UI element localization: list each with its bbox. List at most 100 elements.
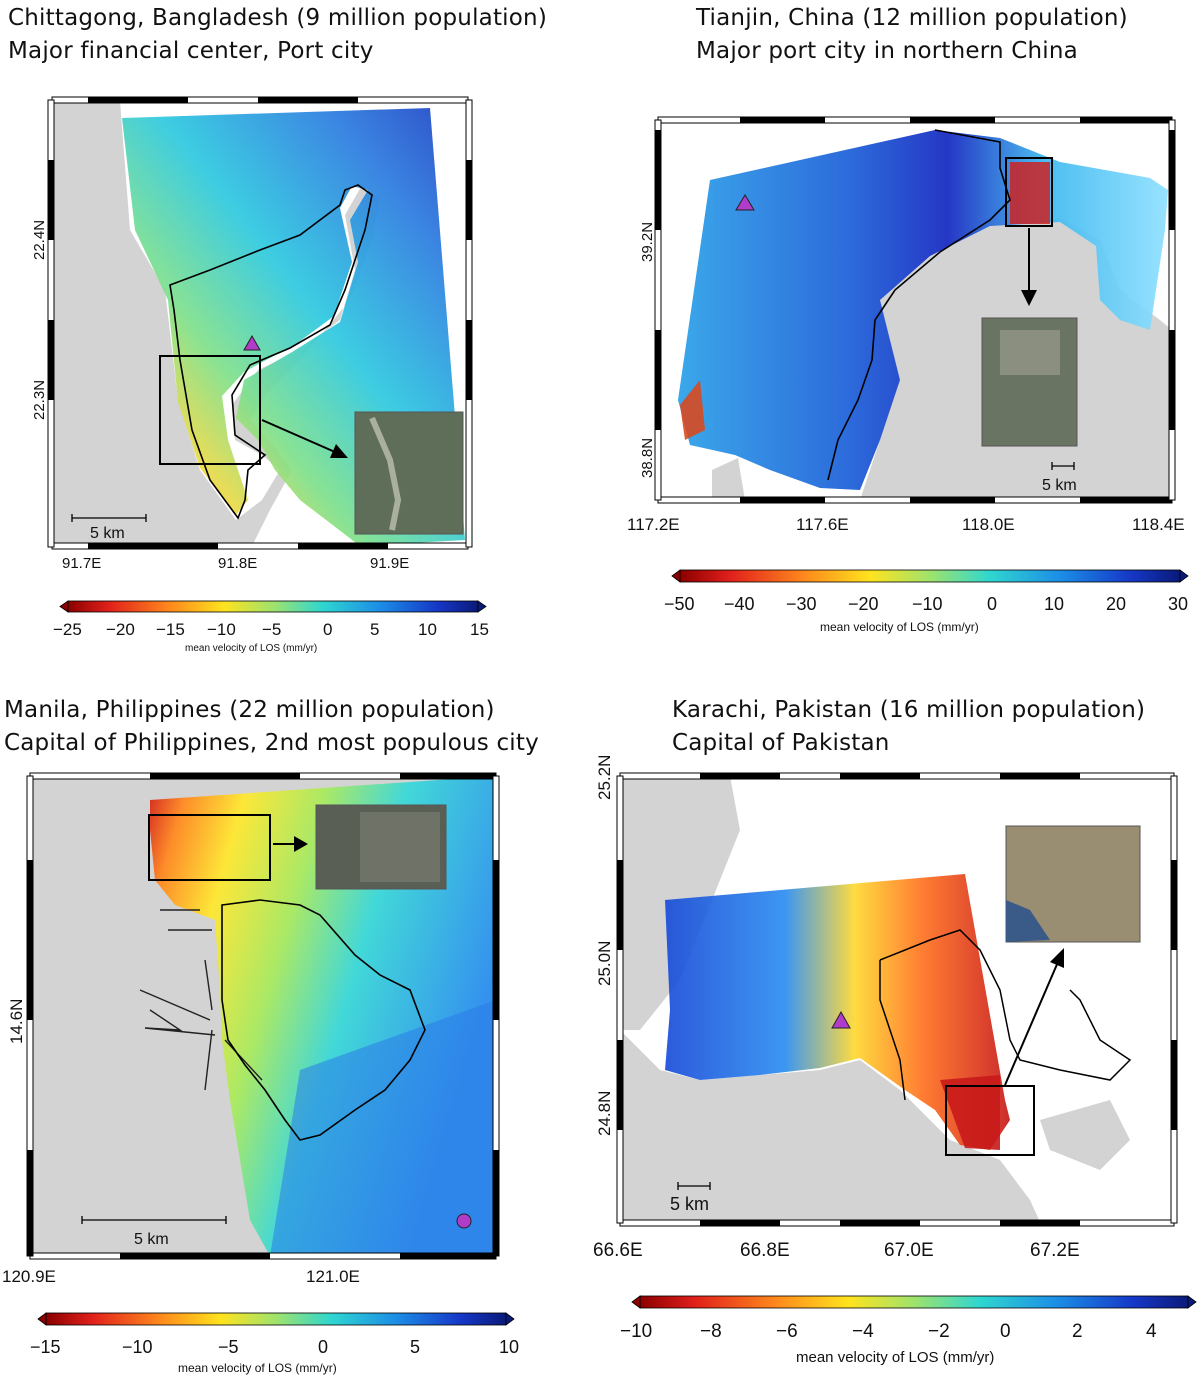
frame-tick-block [400, 1253, 496, 1259]
frame-tick-block [1080, 497, 1172, 503]
satellite-inset [1005, 825, 1141, 943]
satellite-inset [354, 411, 464, 535]
frame-tick-block [840, 1220, 920, 1226]
lon-label: 117.6E [796, 515, 849, 534]
frame-tick-block [700, 1220, 780, 1226]
colorbar-tick-label: −8 [700, 1321, 722, 1342]
inset-urban-area [360, 812, 440, 882]
subsidence-hotspot [680, 380, 705, 440]
sea-area [620, 1030, 1040, 1222]
colorbar-ticks: −25 −20 −15 −10 −5 0 5 10 15 [53, 620, 489, 639]
frame-tick-block [1169, 130, 1175, 230]
colorbar-tick-label: −50 [664, 594, 695, 614]
colorbar-tick-label: −20 [848, 594, 879, 614]
colorbar-tick-label: −10 [620, 1321, 652, 1342]
inset-sea [1006, 900, 1050, 942]
colorbar-tick-label: 0 [323, 620, 332, 639]
lon-label: 121.0E [306, 1267, 360, 1286]
subsidence-hotspot [940, 1075, 1000, 1150]
colorbar-ticks: −10 −8 −6 −4 −2 0 2 4 [620, 1321, 1157, 1342]
colorbar-ticks: −15 −10 −5 0 5 10 [30, 1337, 519, 1357]
city-boundary [169, 184, 373, 520]
lon-label: 67.2E [1030, 1240, 1080, 1261]
lat-label: 22.4N [31, 220, 48, 260]
colorbar-tick-label: 10 [499, 1337, 519, 1357]
colorbar-tick-label: −20 [106, 620, 135, 639]
lon-label: 91.8E [218, 555, 257, 572]
colorbar-tick-label: 10 [418, 620, 437, 639]
zoom-box [1005, 157, 1053, 227]
frame-border-left [616, 775, 624, 1224]
colorbar-min-arrow [671, 569, 681, 583]
karachi-title: Karachi, Pakistan (16 million population… [672, 694, 1145, 760]
lon-label: 66.8E [740, 1240, 790, 1261]
lon-label: 117.2E [627, 515, 680, 534]
colorbar-tick-label: −6 [776, 1321, 798, 1342]
arrow-head [294, 836, 308, 852]
subtitle-line: Major port city in northern China [696, 38, 1078, 64]
city-boundary [221, 899, 426, 1141]
frame-tick-block [48, 160, 54, 240]
manila-map: 5 km 14.6N 120.9E 121.0E −15 −10 −5 0 5 … [2, 772, 519, 1375]
colorbar-tick-label: −15 [30, 1337, 61, 1357]
colorbar-tick-label: −40 [724, 594, 755, 614]
city-boundary [827, 129, 1011, 481]
lat-label: 25.0N [595, 941, 614, 986]
colorbar-tick-label: 30 [1168, 594, 1188, 614]
colorbar-tick-label: 15 [470, 620, 489, 639]
title-line: Manila, Philippines (22 million populati… [4, 697, 495, 723]
reference-marker-circle [456, 1213, 472, 1229]
frame-tick-block [1000, 1220, 1080, 1226]
frame-border-left [654, 119, 662, 501]
frame-tick-block [466, 160, 472, 240]
reference-marker-triangle [735, 194, 755, 211]
colorbar-title: mean velocity of LOS (mm/yr) [178, 1361, 337, 1375]
frame-tick-block [840, 773, 920, 779]
colorbar [45, 1312, 507, 1326]
frame-tick-block [700, 773, 780, 779]
lon-label: 67.0E [884, 1240, 934, 1261]
frame-tick-block [27, 1150, 33, 1256]
zoom-box [159, 355, 261, 465]
subtitle-line: Capital of Pakistan [672, 730, 890, 756]
chittagong-map: 5 km 22.4N 22.3N 91.7E 91.8E 91.9E −25 −… [31, 96, 489, 654]
colorbar-tick-label: −5 [262, 620, 281, 639]
scale-bar-label: 5 km [90, 525, 125, 542]
frame-border-right [1168, 119, 1176, 501]
creek-area [1040, 1100, 1130, 1170]
frame-tick-block [88, 543, 218, 549]
subtitle-line: Major financial center, Port city [8, 38, 374, 64]
lat-label: 25.2N [595, 755, 614, 800]
colorbar [679, 569, 1181, 583]
lat-label: 14.6N [7, 999, 26, 1044]
frame-tick-block [400, 773, 496, 779]
frame-tick-block [493, 1150, 499, 1256]
colorbar [67, 600, 479, 613]
colorbar-tick-label: −30 [786, 594, 817, 614]
karachi-map: 5 km 25.2N 25.0N 24.8N 66.6E 66.8E 67.0E… [593, 755, 1197, 1366]
zoom-box [148, 814, 271, 881]
harbor-lines [139, 909, 263, 1091]
colorbar-tick-label: 0 [987, 594, 997, 614]
frame-tick-block [88, 97, 188, 103]
lat-label: 22.3N [31, 380, 48, 420]
frame-tick-block [1080, 117, 1172, 123]
arrow-line [261, 419, 336, 453]
colorbar-tick-label: 2 [1072, 1321, 1083, 1342]
scale-bar-label: 5 km [670, 1194, 709, 1214]
title-line: Karachi, Pakistan (16 million population… [672, 697, 1146, 723]
arrow-head [1050, 948, 1064, 968]
colorbar-tick-label: −5 [218, 1337, 239, 1357]
frame-tick-block [617, 860, 623, 950]
arrow-line [1004, 961, 1059, 1086]
frame-tick-block [48, 320, 54, 400]
frame-tick-block [27, 860, 33, 1020]
frame-tick-block [1171, 1040, 1177, 1130]
lat-label: 24.8N [595, 1091, 614, 1136]
frame-border-right [1170, 775, 1178, 1224]
frame-tick-block [655, 330, 661, 430]
colorbar-max-arrow [1179, 569, 1189, 583]
lon-label: 118.0E [962, 515, 1015, 534]
colorbar-min-arrow [631, 1295, 641, 1309]
